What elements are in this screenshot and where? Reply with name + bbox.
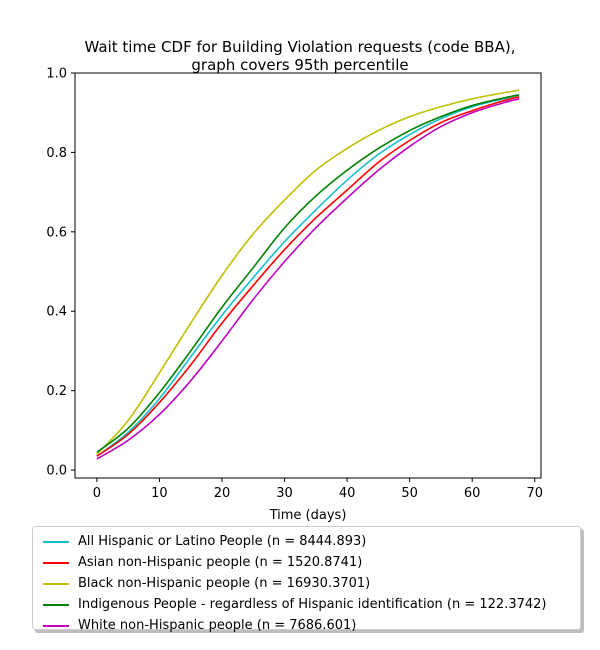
x-tick-label: 60 <box>464 486 481 501</box>
x-tick-label: 70 <box>526 486 543 501</box>
series-line-1 <box>96 94 520 457</box>
x-tick-label: 10 <box>151 486 168 501</box>
legend-label: Asian non-Hispanic people (n = 1520.8741… <box>78 555 363 570</box>
legend-label: Indigenous People - regardless of Hispan… <box>78 597 547 612</box>
y-tick-label: 0.6 <box>46 225 67 240</box>
legend-swatch <box>43 540 69 543</box>
y-tick-label: 0.8 <box>46 146 67 161</box>
y-axis: 0.0 0.2 0.4 0.6 0.8 1.0 <box>46 67 75 479</box>
legend-label: Black non-Hispanic people (n = 16930.370… <box>78 576 371 591</box>
legend-swatch <box>43 624 69 627</box>
x-tick-label: 50 <box>401 486 418 501</box>
y-tick-label: 0.2 <box>46 384 67 399</box>
legend-item: All Hispanic or Latino People (n = 8444.… <box>33 531 580 552</box>
series-line-5 <box>96 98 520 460</box>
legend-swatch <box>43 561 69 564</box>
legend-label: White non-Hispanic people (n = 7686.601) <box>78 618 357 633</box>
series-line-2 <box>96 96 520 457</box>
x-tick-label: 0 <box>93 486 101 501</box>
x-tick-label: 40 <box>339 486 356 501</box>
legend-item: Asian non-Hispanic people (n = 1520.8741… <box>33 552 580 573</box>
legend: All Hispanic or Latino People (n = 8444.… <box>32 526 581 633</box>
series-line-3 <box>96 89 520 455</box>
x-tick-label: 30 <box>276 486 293 501</box>
legend-item: White non-Hispanic people (n = 7686.601) <box>33 615 580 636</box>
y-tick-label: 0.0 <box>46 464 67 479</box>
legend-swatch <box>43 582 69 585</box>
legend-swatch <box>43 603 69 606</box>
chart-title-line-2: graph covers 95th percentile <box>191 56 409 74</box>
y-tick-label: 1.0 <box>46 67 67 82</box>
chart-title-line-1: Wait time CDF for Building Violation req… <box>84 38 516 56</box>
x-tick-label: 20 <box>214 486 231 501</box>
x-axis-label: Time (days) <box>269 508 347 523</box>
x-axis: 0 10 20 30 40 50 60 70 <box>93 478 543 501</box>
series-layer <box>96 89 520 460</box>
plot-frame <box>74 72 542 479</box>
legend-item: Black non-Hispanic people (n = 16930.370… <box>33 573 580 594</box>
series-line-4 <box>96 94 520 453</box>
legend-item: Indigenous People - regardless of Hispan… <box>33 594 580 615</box>
legend-label: All Hispanic or Latino People (n = 8444.… <box>78 534 367 549</box>
y-tick-label: 0.4 <box>46 305 67 320</box>
